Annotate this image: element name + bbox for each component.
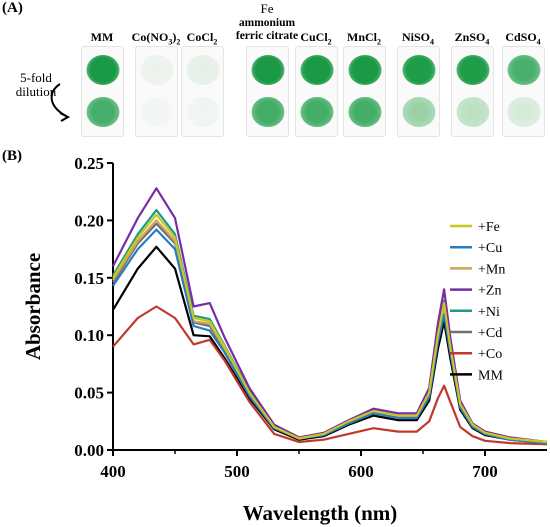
strain-label: Fe ammonium ferric citrate	[212, 1, 322, 43]
y-tick-label: 0.05	[74, 384, 104, 403]
culture-spot-diluted	[348, 97, 381, 127]
culture-spot-undiluted	[348, 55, 381, 85]
panel-a-label: (A)	[2, 0, 23, 16]
dilution-label: 5-fold dilution	[6, 70, 66, 100]
culture-spot-diluted	[140, 97, 173, 127]
y-axis-label: Absorbance	[21, 253, 45, 360]
legend-label: +Cu	[478, 241, 502, 256]
strain-label: NiSO4	[401, 30, 434, 47]
culture-plate	[502, 46, 545, 137]
series-line	[112, 228, 548, 445]
strain-label-line: ferric citrate	[235, 30, 299, 43]
y-tick-label: 0.15	[74, 269, 104, 288]
culture-plate	[295, 46, 338, 137]
culture-spot-diluted	[251, 97, 284, 127]
strain-label: ZnSO4	[454, 30, 490, 47]
x-tick-label: 500	[224, 462, 250, 481]
dilution-arrow-icon	[50, 83, 71, 122]
y-tick-label: 0.00	[74, 441, 104, 460]
y-tick-label: 0.10	[74, 326, 104, 345]
strain-label: MM	[90, 30, 114, 44]
culture-plate	[181, 46, 224, 137]
dilution-label-line: 5-fold	[20, 70, 52, 85]
strain-label: CoCl2	[186, 30, 218, 47]
culture-spot-undiluted	[251, 55, 284, 85]
culture-spot-undiluted	[86, 55, 119, 85]
x-tick-label: 700	[472, 462, 498, 481]
culture-spot-diluted	[86, 97, 119, 127]
legend-label: +Co	[478, 347, 502, 362]
x-tick-label: 400	[100, 462, 126, 481]
strain-label: CdSO4	[505, 30, 541, 47]
legend-label: +Mn	[478, 262, 505, 277]
strain-label: MnCl2	[347, 30, 381, 47]
legend-label: +Cd	[478, 326, 502, 341]
culture-spot-undiluted	[140, 55, 173, 85]
legend-label: MM	[478, 368, 503, 383]
culture-spot-undiluted	[456, 55, 489, 85]
culture-plate	[343, 46, 386, 137]
series-line	[112, 187, 548, 444]
culture-spot-diluted	[507, 97, 540, 127]
culture-plate	[246, 46, 289, 137]
culture-spot-undiluted	[402, 55, 435, 85]
series-line	[112, 213, 548, 444]
culture-plate	[451, 46, 494, 137]
culture-spot-undiluted	[186, 55, 219, 85]
legend-label: +Ni	[478, 305, 500, 320]
y-tick-label: 0.25	[74, 154, 104, 173]
culture-spot-diluted	[402, 97, 435, 127]
series-line	[112, 305, 548, 446]
culture-plate	[81, 46, 124, 137]
x-tick-label: 600	[348, 462, 374, 481]
culture-spot-diluted	[186, 97, 219, 127]
y-tick-label: 0.20	[74, 211, 104, 230]
legend-label: +Fe	[478, 220, 500, 235]
dilution-label-line: dilution	[15, 84, 57, 100]
culture-plate	[397, 46, 440, 137]
culture-plate	[135, 46, 178, 137]
strain-label-line: ammonium	[238, 16, 296, 29]
strain-label-header: Fe	[260, 1, 274, 16]
series-line	[112, 245, 548, 445]
culture-spot-undiluted	[300, 55, 333, 85]
culture-spot-diluted	[300, 97, 333, 127]
culture-spot-undiluted	[507, 55, 540, 85]
culture-spot-diluted	[456, 97, 489, 127]
x-axis-label: Wavelength (nm)	[243, 501, 398, 525]
panel-b-label: (B)	[2, 148, 22, 164]
strain-label: Co(NO3)2	[131, 30, 181, 47]
strain-label: CuCl2	[300, 30, 332, 47]
legend-label: +Zn	[478, 284, 501, 299]
